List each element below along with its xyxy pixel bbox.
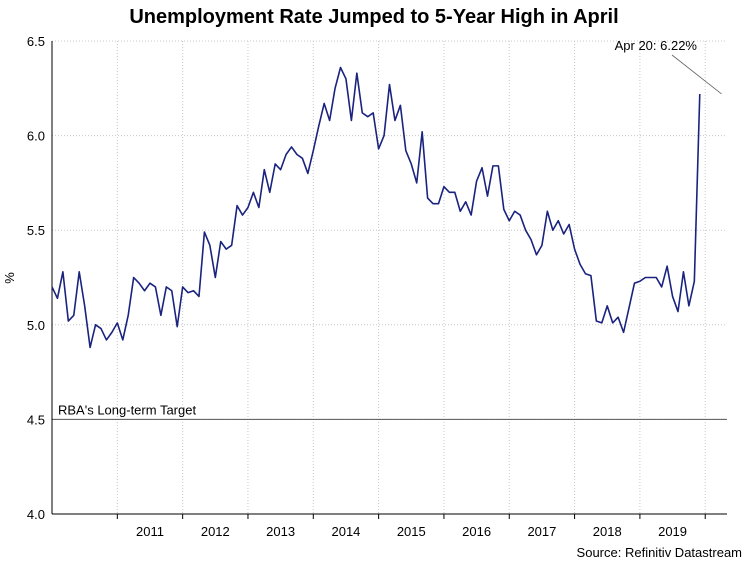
- x-tick-label: 2017: [527, 524, 556, 539]
- annotation-label: Apr 20: 6.22%: [615, 38, 698, 53]
- reference-line: RBA's Long-term Target: [52, 402, 727, 420]
- x-tick-label: 2015: [397, 524, 426, 539]
- x-tick-label: 2019: [658, 524, 687, 539]
- axes: 4.0 4.5 5.0 5.5 6.0 6.5 2011 2012 2013 2014 2015 20…: [27, 34, 727, 539]
- annotations: Apr 20: 6.22%: [615, 38, 722, 95]
- x-tick-label: 2011: [136, 524, 164, 539]
- y-tick-label: 6.0: [27, 129, 45, 144]
- y-tick-label: 4.0: [27, 507, 45, 522]
- x-tick-label: 2014: [331, 524, 360, 539]
- annotation-leader: [671, 54, 722, 95]
- x-tick-label: 2013: [266, 524, 295, 539]
- series-line: [51, 66, 701, 349]
- gridlines: [52, 40, 727, 514]
- x-tick-label: 2018: [593, 524, 622, 539]
- source-note: Source: Refinitiv Datastream: [577, 545, 742, 560]
- y-tick-label: 5.0: [27, 318, 45, 333]
- y-axis-label: %: [2, 272, 17, 284]
- y-tick-label: 4.5: [27, 412, 45, 427]
- y-tick-label: 6.5: [27, 34, 45, 49]
- series-group: [51, 66, 701, 349]
- x-tick-label: 2012: [201, 524, 230, 539]
- reference-line-label: RBA's Long-term Target: [58, 402, 196, 417]
- chart-title: Unemployment Rate Jumped to 5-Year High …: [129, 6, 618, 28]
- y-tick-label: 5.5: [27, 223, 45, 238]
- x-tick-label: 2016: [462, 524, 491, 539]
